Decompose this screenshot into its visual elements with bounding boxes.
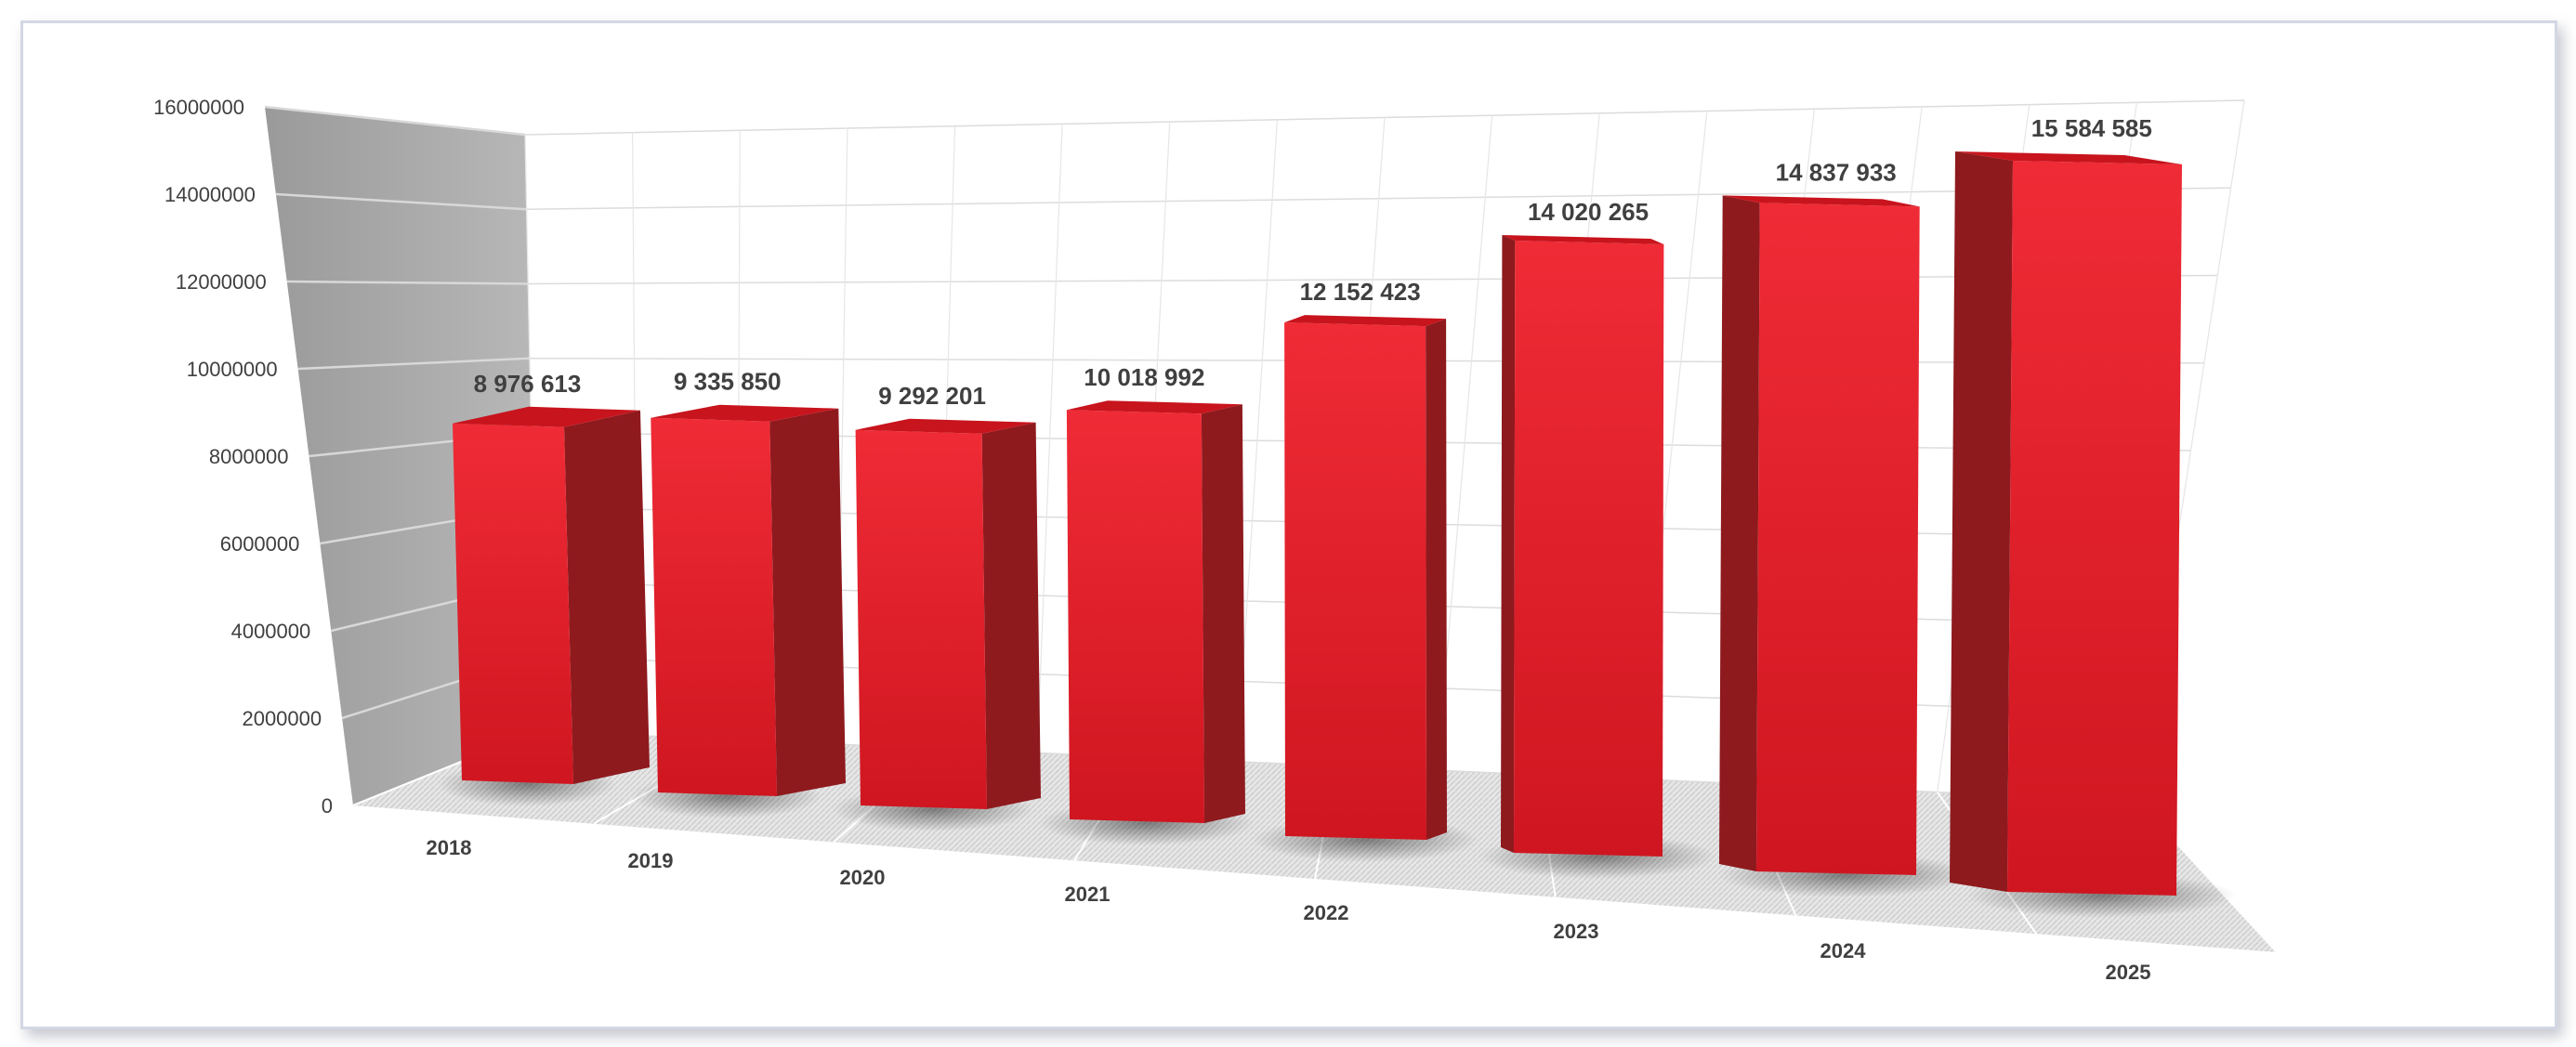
y-tick-label: 2000000	[242, 707, 322, 730]
data-label-2023: 14 020 265	[1528, 198, 1649, 226]
data-label-2024: 14 837 933	[1776, 158, 1897, 186]
x-tick-label: 2025	[2106, 961, 2151, 984]
bar-2021	[1066, 400, 1245, 823]
bar-2023	[1501, 235, 1664, 857]
x-tick-label: 2021	[1065, 883, 1111, 906]
y-tick-label: 6000000	[220, 532, 300, 556]
bar-2018	[453, 406, 650, 784]
bar-top-face	[1066, 400, 1242, 414]
bar-top-face	[1284, 315, 1447, 327]
back-vertical-gridline	[1036, 124, 1063, 753]
data-label-2020: 9 292 201	[878, 382, 986, 410]
data-labels: 8 976 613 9 335 850 9 292 201 10 018 992 12 …	[474, 114, 2152, 410]
side-gridline	[264, 105, 526, 137]
bar-top-face	[1722, 195, 1920, 207]
bar-side-face	[981, 422, 1041, 809]
bar-front-face	[1284, 322, 1426, 841]
y-tick-label: 10000000	[187, 358, 278, 381]
bar-side-face	[1719, 195, 1760, 871]
bar-top-face	[855, 418, 1036, 434]
side-gridline	[275, 192, 527, 211]
y-axis: 0 2000000 4000000 6000000 8000000 10000000 120…	[153, 96, 333, 818]
y-tick-label: 16000000	[153, 96, 244, 119]
bar-side-face	[1426, 319, 1447, 841]
bar-top-face	[1502, 235, 1664, 244]
x-tick-label: 2023	[1554, 920, 1599, 943]
y-tick-label: 12000000	[176, 270, 267, 294]
x-tick-label: 2024	[1820, 939, 1867, 962]
data-label-2022: 12 152 423	[1300, 278, 1421, 306]
data-label-2019: 9 335 850	[674, 368, 782, 396]
bar-front-face	[453, 423, 573, 784]
data-label-2021: 10 018 992	[1084, 363, 1204, 391]
x-tick-label: 2018	[427, 836, 472, 859]
side-gridline	[297, 357, 530, 371]
bar-front-face	[1756, 203, 1920, 875]
data-label-2018: 8 976 613	[474, 370, 582, 398]
y-tick-label: 8000000	[209, 445, 289, 468]
bar-2022	[1284, 315, 1447, 841]
side-gridline	[286, 280, 529, 285]
bar-front-face	[1514, 241, 1664, 857]
bar-2024	[1719, 195, 1920, 875]
bar-front-face	[651, 417, 777, 796]
bar-top-face	[453, 406, 640, 427]
bar-front-face	[1066, 410, 1204, 823]
y-tick-label: 14000000	[164, 183, 256, 206]
y-tick-label: 0	[322, 794, 333, 818]
data-label-2025: 15 584 585	[2031, 114, 2152, 142]
bar-side-face	[1201, 404, 1245, 823]
bar-front-face	[2007, 161, 2182, 896]
bar-side-face	[1501, 235, 1516, 853]
bars	[438, 151, 2237, 918]
bar-2019	[651, 404, 846, 796]
bar-side-face	[1950, 151, 2013, 892]
x-tick-label: 2019	[628, 849, 674, 872]
bar-top-face	[651, 404, 839, 422]
x-axis: 2018 2019 2020 2021 2022 2023 2024 2025	[427, 836, 2151, 984]
bar-top-face	[1955, 151, 2182, 164]
bar-side-face	[564, 410, 650, 784]
x-tick-label: 2020	[840, 866, 886, 889]
bar-2025	[1950, 151, 2182, 896]
x-tick-label: 2022	[1304, 901, 1349, 924]
bar-2020	[855, 418, 1041, 809]
y-tick-label: 4000000	[231, 620, 311, 643]
bar-front-face	[855, 429, 987, 809]
bar-side-face	[769, 408, 846, 796]
